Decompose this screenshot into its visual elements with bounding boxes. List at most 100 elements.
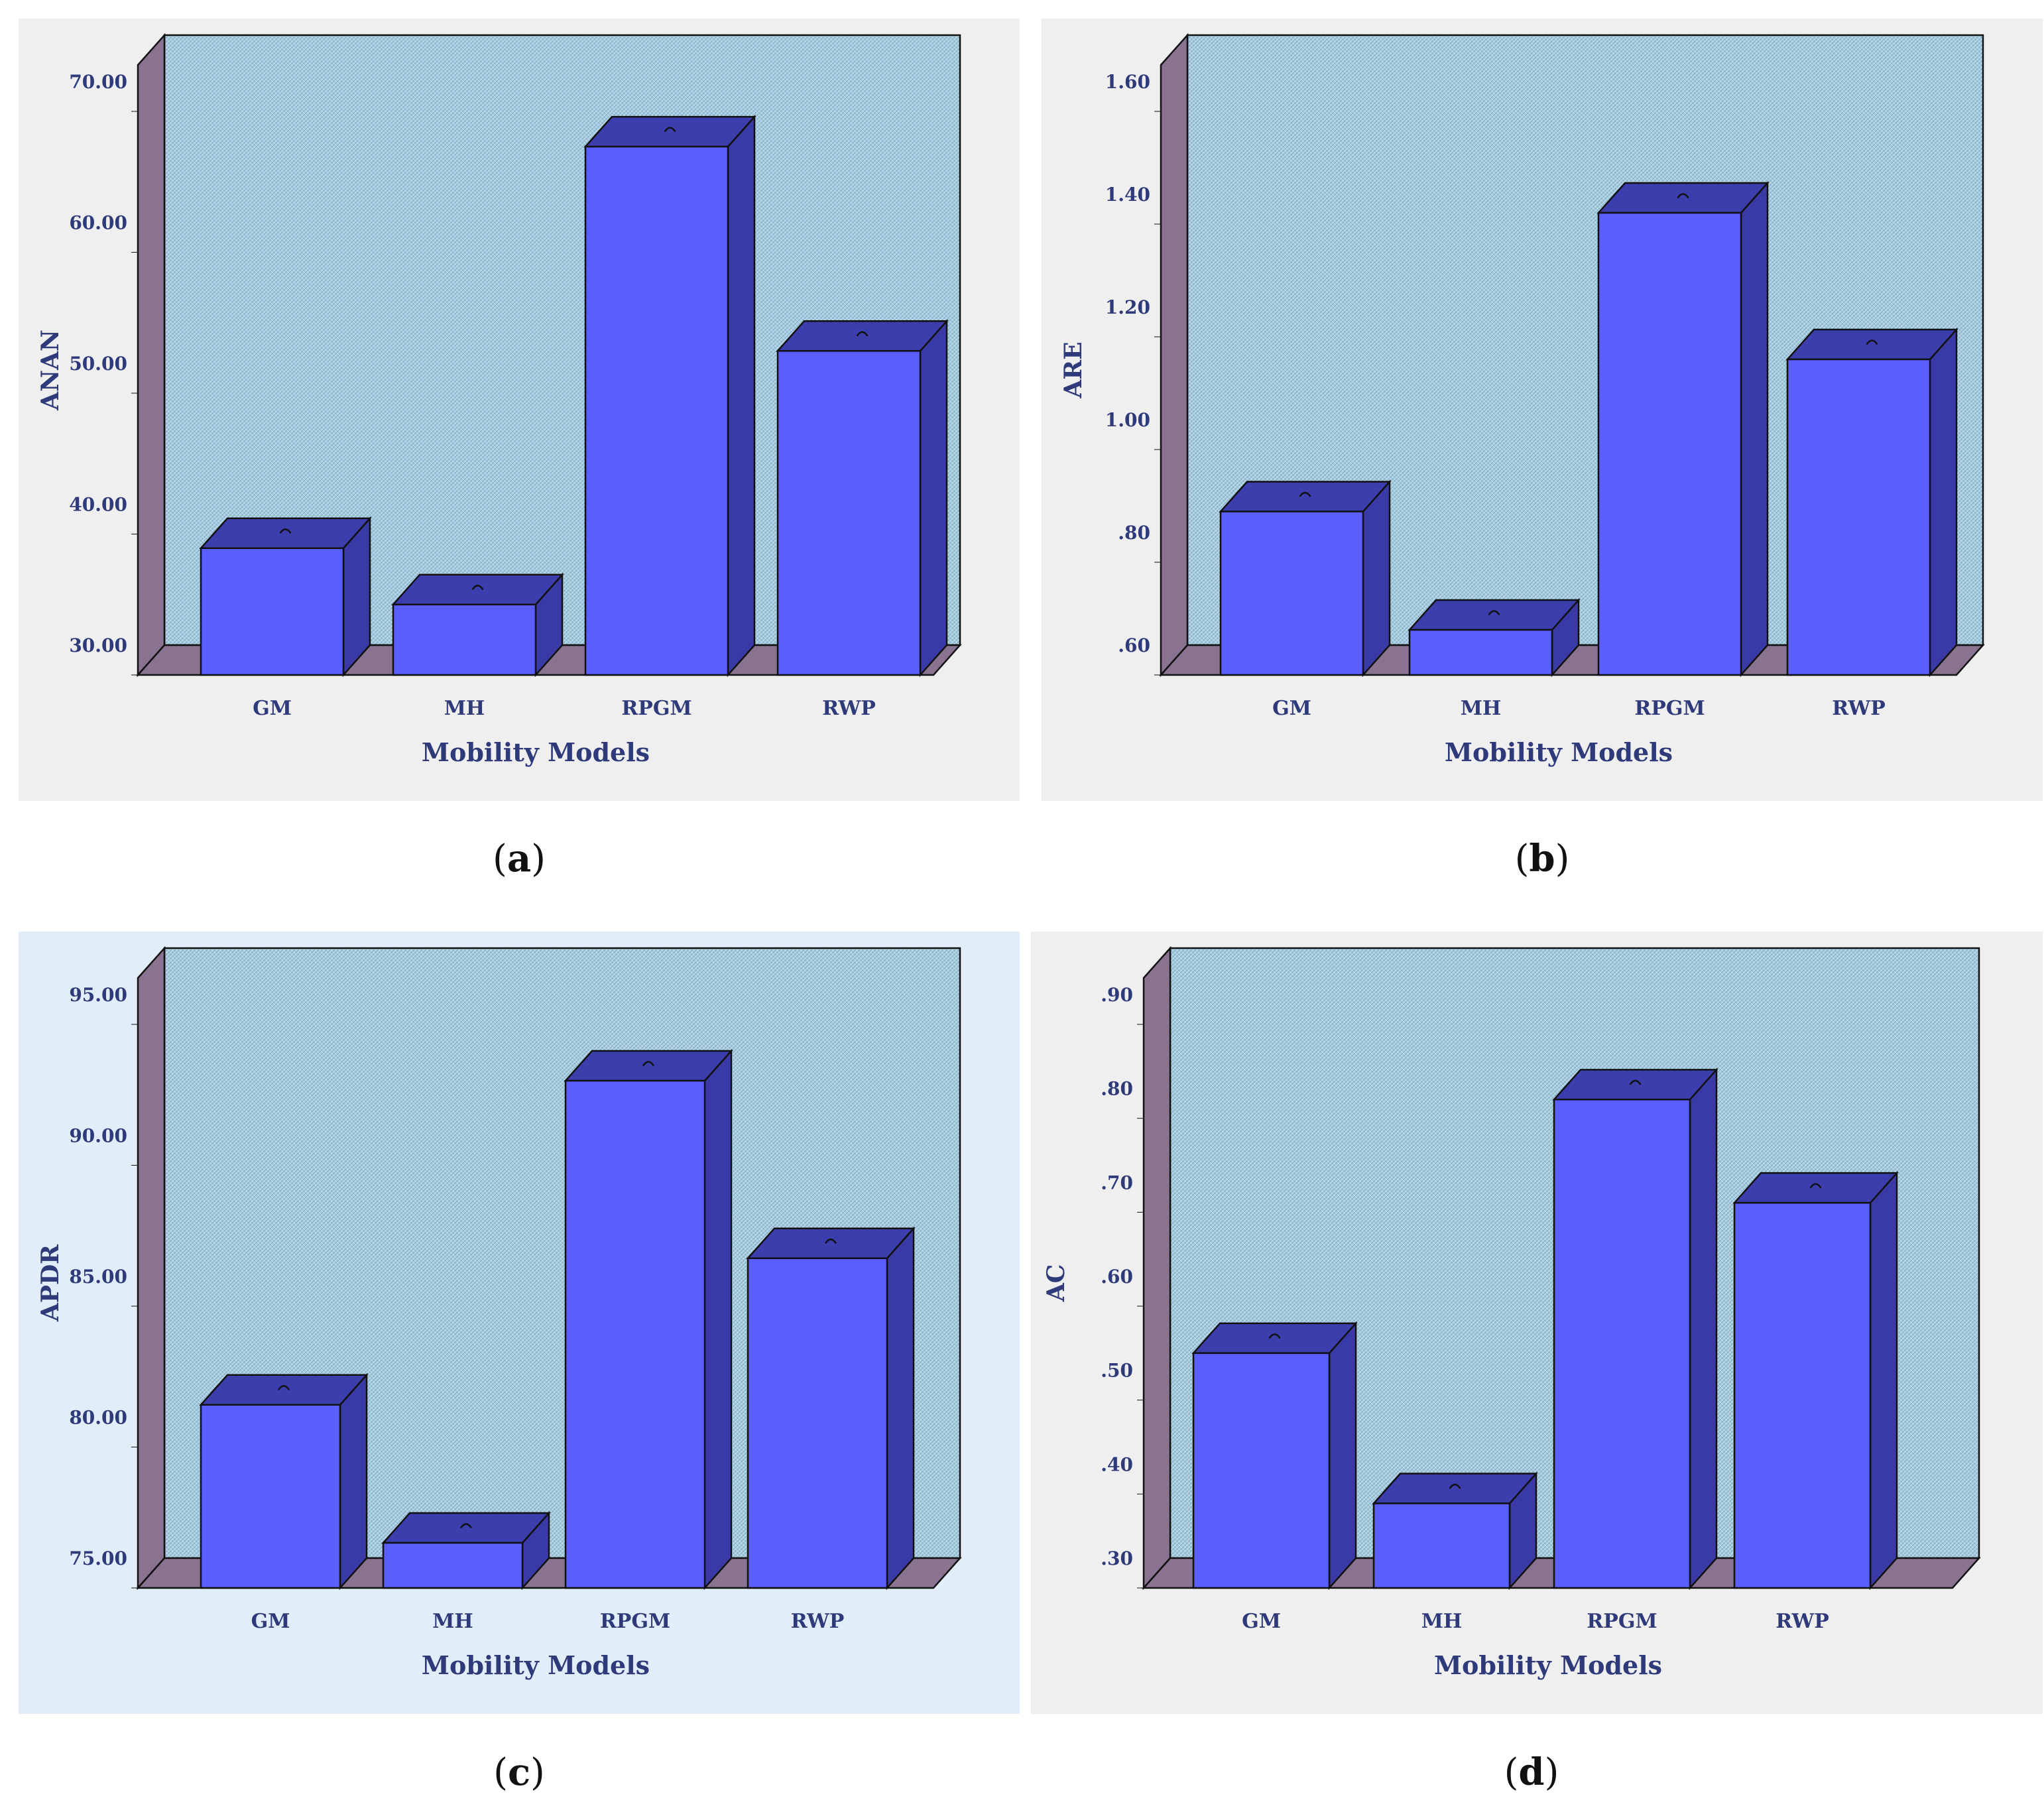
y-axis-label: APDR xyxy=(36,1244,64,1322)
bar-side-face xyxy=(1929,327,1958,678)
x-tick-label: GM xyxy=(1272,697,1311,720)
chart-panel-d: .30 .40 .50 .60 .70 .80 .90 AC GM MH RPGM RWP Mobili… xyxy=(1031,932,2043,1714)
y-tick-label: .60 xyxy=(1101,1266,1133,1288)
bar-front-face xyxy=(1192,1352,1331,1589)
bar-side-face xyxy=(1740,180,1769,678)
bar-mh xyxy=(391,572,564,678)
bar-front-face xyxy=(747,1257,888,1589)
bar-gm xyxy=(199,516,372,678)
x-tick-label: MH xyxy=(1421,1610,1463,1633)
x-tick-label: MH xyxy=(432,1610,473,1633)
bar-front-face xyxy=(1733,1201,1872,1589)
bar-rwp xyxy=(1785,327,1958,678)
bar-top-face xyxy=(1219,481,1392,513)
bar-front-face xyxy=(584,145,729,676)
bar-top-marker xyxy=(824,1239,837,1244)
x-tick-label: GM xyxy=(1242,1610,1281,1633)
bar-top-marker xyxy=(277,1385,290,1390)
chart-c: 75.00 80.00 85.00 90.00 95.00 APDR GM MH RPGM RWP… xyxy=(19,932,1020,1714)
y-tick-label: 85.00 xyxy=(69,1266,127,1288)
bar-front-face xyxy=(1786,358,1931,676)
bar-rpgm xyxy=(1552,1067,1718,1591)
bar-top-marker xyxy=(1488,610,1500,616)
y-tick-label: 40.00 xyxy=(69,494,127,516)
bar-side-face xyxy=(339,1372,368,1591)
x-tick-label: RWP xyxy=(1832,697,1886,720)
bar-rwp xyxy=(776,318,949,678)
bar-top-face xyxy=(1552,1069,1718,1101)
bar-front-face xyxy=(1372,1502,1511,1589)
x-tick-label: GM xyxy=(251,1610,290,1633)
bar-top-marker xyxy=(279,528,292,534)
bar-rpgm xyxy=(583,114,756,678)
x-tick-label: RPGM xyxy=(600,1610,670,1633)
bar-top-marker xyxy=(1268,1333,1281,1339)
bar-top-face xyxy=(1191,1322,1358,1355)
bar-top-marker xyxy=(459,1523,473,1529)
caption-a: (a) xyxy=(492,837,546,880)
bar-top-marker xyxy=(642,1061,655,1067)
bar-side-face xyxy=(886,1226,915,1591)
bar-top-marker xyxy=(1299,491,1311,497)
y-axis-label: ARE xyxy=(1059,341,1087,398)
chart-panel-a: 30.00 40.00 50.00 60.00 70.00 ANAN GM MH RPGM RWP… xyxy=(19,19,1020,801)
y-tick-label: .80 xyxy=(1101,1078,1133,1100)
bar-top-face xyxy=(1596,182,1770,214)
bar-top-marker xyxy=(1809,1183,1822,1189)
chart-panel-b: .60 .80 1.00 1.20 1.40 1.60 ARE GM MH RPGM RWP Mobi… xyxy=(1042,19,2043,801)
chart-b: .60 .80 1.00 1.20 1.40 1.60 ARE GM MH RPGM RWP Mobi… xyxy=(1042,19,2043,801)
bar-top-face xyxy=(776,320,949,352)
chart-d: .30 .40 .50 .60 .70 .80 .90 AC GM MH RPGM RWP Mobili… xyxy=(1031,932,2043,1714)
bar-top-face xyxy=(746,1227,916,1259)
bar-front-face xyxy=(382,1542,524,1589)
y-tick-label: .40 xyxy=(1101,1453,1133,1475)
y-tick-label: 75.00 xyxy=(69,1547,127,1569)
x-axis-label: Mobility Models xyxy=(422,1650,650,1680)
bar-top-marker xyxy=(664,127,676,133)
bar-front-face xyxy=(1408,629,1553,676)
plot-left-wall xyxy=(1160,32,1189,678)
y-tick-label: .90 xyxy=(1101,984,1133,1006)
y-tick-label: .80 xyxy=(1118,522,1150,544)
y-axis-label: AC xyxy=(1042,1264,1070,1303)
bar-top-marker xyxy=(1866,339,1878,345)
bar-top-face xyxy=(1785,328,1958,361)
y-tick-label: .70 xyxy=(1101,1172,1133,1193)
bar-top-face xyxy=(381,1512,551,1544)
bar-mh xyxy=(1372,1471,1538,1591)
y-tick-label: 1.20 xyxy=(1105,296,1150,318)
bar-top-face xyxy=(1372,1473,1538,1504)
x-tick-label: GM xyxy=(253,697,292,720)
bar-front-face xyxy=(1553,1099,1691,1589)
bar-side-face xyxy=(727,114,756,678)
bar-side-face xyxy=(1328,1321,1357,1591)
x-tick-label: RPGM xyxy=(621,697,691,720)
y-tick-label: 80.00 xyxy=(69,1407,127,1429)
bar-front-face xyxy=(776,350,922,676)
bar-gm xyxy=(1191,1321,1358,1591)
chart-a: 30.00 40.00 50.00 60.00 70.00 ANAN GM MH RPGM RWP… xyxy=(19,19,1020,801)
bar-top-face xyxy=(199,1374,369,1406)
y-tick-label: .50 xyxy=(1101,1360,1133,1382)
bar-top-marker xyxy=(1629,1079,1642,1085)
x-axis-label: Mobility Models xyxy=(422,737,650,767)
y-tick-label: 30.00 xyxy=(69,635,127,656)
plot-left-wall xyxy=(137,32,166,678)
bar-front-face xyxy=(392,603,537,676)
y-tick-label: 70.00 xyxy=(69,71,127,93)
bar-gm xyxy=(1219,479,1392,678)
y-tick-label: 60.00 xyxy=(69,212,127,234)
bar-top-face xyxy=(199,517,372,549)
bar-top-face xyxy=(1408,599,1581,631)
bar-side-face xyxy=(1362,479,1391,678)
caption-b: (b) xyxy=(1514,837,1570,880)
bar-side-face xyxy=(919,318,948,678)
y-tick-label: .60 xyxy=(1118,635,1150,656)
y-tick-label: 50.00 xyxy=(69,353,127,375)
bar-side-face xyxy=(1869,1170,1898,1591)
bar-front-face xyxy=(1219,511,1364,676)
bar-mh xyxy=(381,1510,551,1591)
x-axis-label: Mobility Models xyxy=(1434,1650,1662,1680)
bar-top-face xyxy=(583,115,756,148)
bar-side-face xyxy=(703,1048,733,1591)
